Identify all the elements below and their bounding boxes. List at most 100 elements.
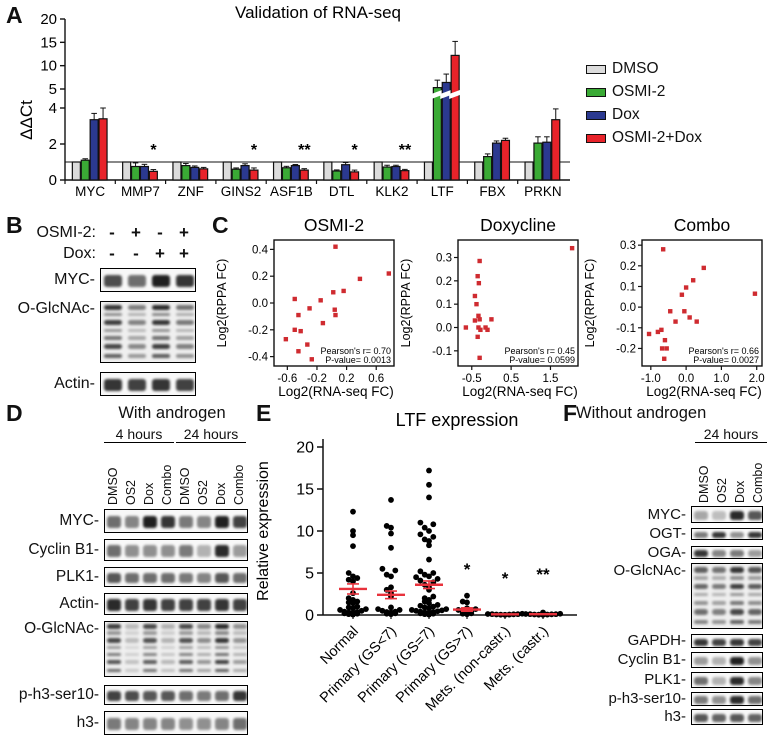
- condition-symbol: +: [179, 244, 189, 263]
- blot-band: [196, 638, 211, 643]
- data-point: [413, 574, 419, 581]
- blot-band: [214, 659, 229, 665]
- y-tick-label: 15: [40, 34, 57, 51]
- blot-band: [711, 638, 726, 646]
- category-label: KLK2: [375, 184, 408, 199]
- blot-row-label: p-h3-ser10-: [608, 690, 686, 708]
- blot-band: [142, 515, 157, 529]
- blot-row: O-GlcNAc-: [8, 620, 248, 677]
- data-point: [318, 298, 323, 303]
- data-point: [345, 604, 352, 611]
- data-point: [434, 575, 441, 582]
- bar: [190, 166, 200, 181]
- bar: [332, 170, 342, 181]
- blot-band: [178, 638, 193, 643]
- blot-band: [214, 599, 229, 611]
- bar: [483, 156, 493, 181]
- blot-band: [232, 631, 247, 635]
- category-label: ZNF: [178, 184, 204, 199]
- y-tick-label: 10: [40, 58, 57, 75]
- blot-band: [196, 545, 211, 557]
- data-point: [332, 307, 337, 312]
- blot-band: [178, 545, 193, 557]
- y-tick-label: 5: [305, 566, 314, 583]
- data-point: [383, 523, 390, 529]
- blot-band: [196, 624, 211, 630]
- blot-band: [232, 690, 247, 702]
- data-point: [421, 609, 428, 616]
- blot-band: [711, 531, 726, 538]
- condition-row: OSMI-2: - + - +: [8, 222, 204, 243]
- blot-band: [106, 652, 121, 657]
- blot-band: [196, 690, 211, 702]
- blot-band: [142, 646, 157, 650]
- chart-title: Doxycline: [480, 215, 556, 235]
- blot-row: Actin-: [8, 372, 204, 396]
- blot-band: [103, 319, 123, 325]
- blot-band: [693, 638, 708, 646]
- time-header-row: 24 hours: [695, 426, 769, 443]
- data-point: [392, 567, 399, 574]
- y-tick-label: 0.1: [436, 299, 452, 311]
- blot-band: [151, 344, 171, 350]
- x-axis-label: Log2(RNA-seq FC): [462, 384, 578, 399]
- data-point: [386, 271, 392, 276]
- significance-mark: *: [502, 569, 509, 588]
- blot-band: [729, 600, 744, 605]
- blot-box-oglcnac: [100, 301, 196, 363]
- blot-band: [214, 646, 229, 650]
- y-tick-label: 10: [296, 524, 314, 541]
- blot-band: [124, 717, 139, 731]
- data-point: [472, 293, 478, 299]
- blot-band: [142, 717, 157, 731]
- blot-band: [175, 312, 195, 317]
- y-tick-label: 0.0: [252, 298, 268, 310]
- blot-band: [142, 599, 157, 611]
- data-point: [417, 519, 424, 526]
- legend-swatch: [586, 87, 606, 97]
- data-point: [305, 342, 310, 347]
- bar: [181, 165, 191, 181]
- blot-row-label: MYC-: [647, 505, 686, 523]
- chart-title: OSMI-2: [304, 215, 364, 235]
- blot-row-label: PLK1-: [55, 567, 99, 585]
- blot-band: [729, 676, 744, 686]
- significance-mark: *: [352, 142, 359, 159]
- legend-item: OSMI-2+Dox: [586, 129, 702, 147]
- x-tick-label: 1.5: [542, 373, 558, 385]
- bar: [80, 159, 90, 181]
- data-point: [333, 312, 338, 318]
- blot-band: [106, 624, 121, 630]
- data-point: [383, 571, 390, 578]
- blot-band: [103, 274, 123, 288]
- data-point: [476, 313, 481, 319]
- data-point: [569, 245, 575, 251]
- blot-band: [232, 646, 247, 650]
- blot-band: [196, 652, 211, 657]
- blot-band: [214, 545, 229, 557]
- data-point: [662, 337, 668, 343]
- blot-band: [178, 599, 193, 611]
- panel-b-label: B: [6, 212, 23, 238]
- data-point: [485, 327, 490, 333]
- data-point: [679, 292, 685, 297]
- data-point: [426, 481, 432, 488]
- data-point: [660, 247, 666, 252]
- blot-band: [106, 515, 121, 529]
- blot-band: [103, 354, 123, 358]
- panel-d-westernblot: With androgen 4 hours 24 hours DMSO OS2 Dox C…: [8, 404, 248, 735]
- blot-band: [232, 515, 247, 529]
- data-point: [345, 570, 352, 576]
- blot-band: [124, 668, 139, 673]
- blot-band: [127, 312, 147, 317]
- x-tick-label: 0.2: [339, 373, 355, 385]
- y-tick-label: 5: [49, 81, 57, 98]
- blot-row: GAPDH-: [562, 633, 769, 649]
- blot-band: [232, 599, 247, 611]
- y-axis-label: Relative expression: [255, 461, 272, 601]
- blot-band: [693, 609, 708, 615]
- bar: [240, 165, 250, 181]
- blot-band: [196, 515, 211, 529]
- blot-band: [124, 572, 139, 584]
- bar: [290, 165, 300, 181]
